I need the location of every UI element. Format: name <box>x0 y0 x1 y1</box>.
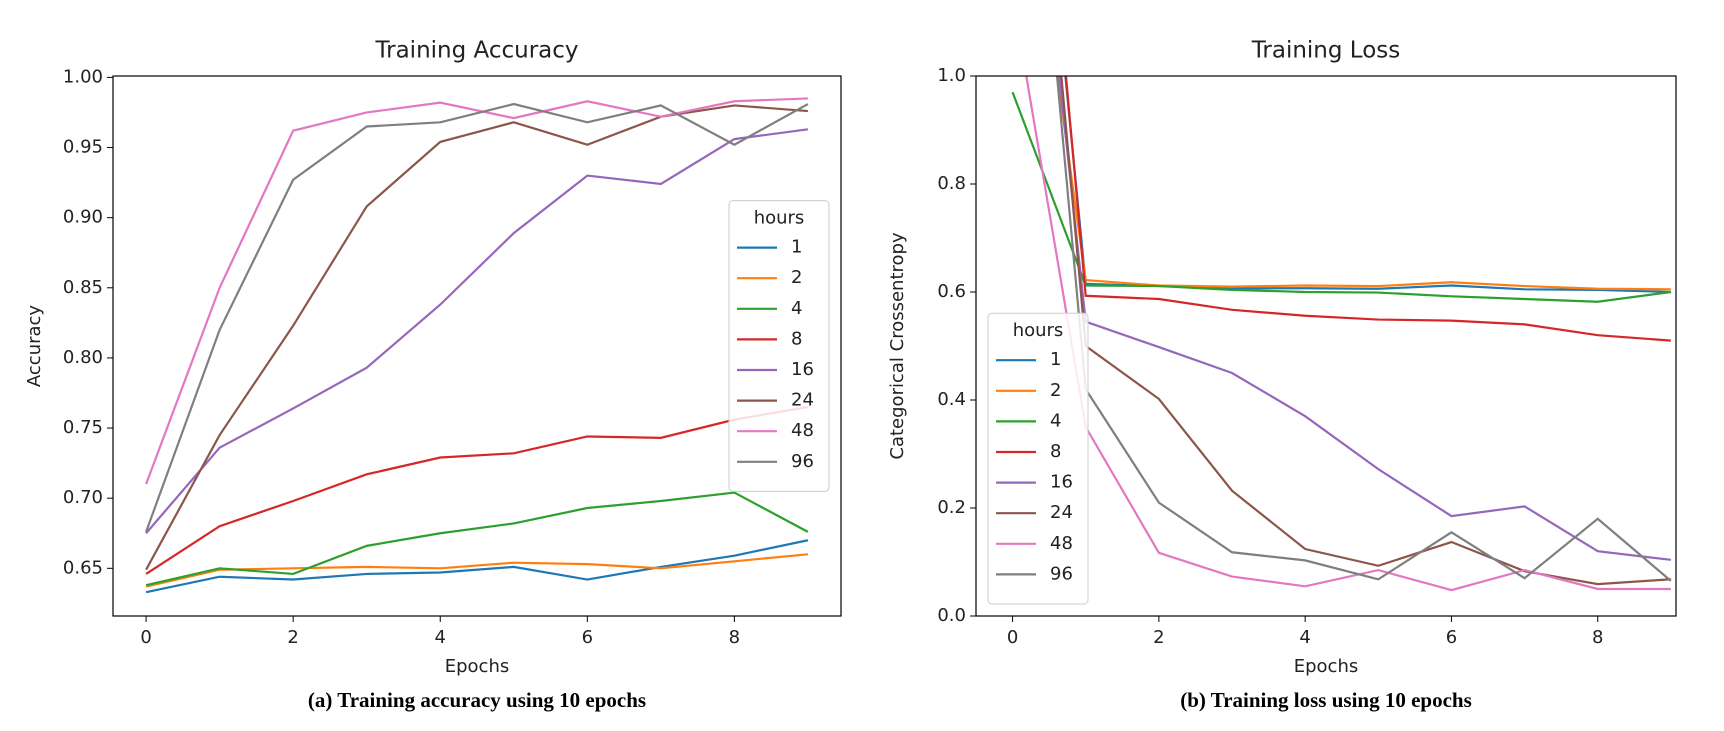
series-line <box>1011 91 1672 303</box>
series-line <box>1025 76 1671 592</box>
y-tick-label: 0.85 <box>63 277 103 298</box>
series-line <box>145 128 809 534</box>
series-line <box>1060 76 1671 586</box>
y-tick-label: 0.6 <box>937 281 966 302</box>
y-tick-label: 0.4 <box>937 389 966 410</box>
y-tick-label: 1.00 <box>63 66 103 87</box>
x-tick-label: 8 <box>729 627 740 648</box>
series-line <box>1055 76 1672 582</box>
plot-frame <box>112 75 842 617</box>
chart-title: Training Accuracy <box>374 38 578 64</box>
series-line <box>145 405 809 575</box>
x-tick-label: 0 <box>140 627 151 648</box>
y-tick-label: 0.70 <box>63 487 103 508</box>
chart-title: Training Loss <box>1251 38 1401 64</box>
plot-lines <box>145 97 809 594</box>
legend-label: 16 <box>791 359 814 380</box>
legend-title: hours <box>1013 320 1064 341</box>
y-tick-label: 0.75 <box>63 417 103 438</box>
legend-label: 4 <box>791 298 802 319</box>
legend-label: 48 <box>791 420 814 441</box>
x-tick-label: 2 <box>287 627 298 648</box>
x-tick-label: 8 <box>1592 627 1603 648</box>
series-line <box>1064 76 1671 342</box>
legend-label: 4 <box>1050 410 1061 431</box>
legend-label: 1 <box>1050 349 1061 370</box>
series-line <box>145 539 809 594</box>
legend-label: 96 <box>791 451 814 472</box>
y-tick-label: 0.0 <box>937 605 966 626</box>
y-axis-label: Categorical Crossentropy <box>887 232 908 460</box>
x-axis-label: Epochs <box>1294 656 1359 677</box>
y-tick-label: 0.80 <box>63 347 103 368</box>
x-tick-label: 0 <box>1007 627 1018 648</box>
plot-lines <box>1011 76 1672 592</box>
plot-frame <box>975 75 1677 617</box>
x-tick-label: 4 <box>1299 627 1310 648</box>
y-tick-label: 0.2 <box>937 497 966 518</box>
series-line <box>1058 76 1672 561</box>
caption: (b) Training loss using 10 epochs <box>1180 688 1472 712</box>
x-tick-label: 6 <box>1446 627 1457 648</box>
caption: (a) Training accuracy using 10 epochs <box>308 688 646 712</box>
y-tick-label: 0.95 <box>63 137 103 158</box>
x-tick-label: 2 <box>1153 627 1164 648</box>
series-line <box>145 553 809 588</box>
legend-label: 8 <box>791 328 802 349</box>
legend-label: 1 <box>791 237 802 258</box>
x-tick-label: 4 <box>435 627 446 648</box>
legend-label: 2 <box>791 267 802 288</box>
legend-box <box>728 200 830 492</box>
legend-title: hours <box>754 208 805 229</box>
legend-label: 24 <box>791 390 814 411</box>
series-line <box>145 102 809 533</box>
y-tick-label: 0.65 <box>63 557 103 578</box>
legend-label: 24 <box>1050 502 1073 523</box>
y-tick-label: 1.0 <box>937 65 966 86</box>
series-line <box>145 491 809 587</box>
legend-label: 16 <box>1050 472 1073 493</box>
legend-label: 96 <box>1050 563 1073 584</box>
legend-label: 8 <box>1050 441 1061 462</box>
legend-box <box>987 312 1089 605</box>
series-line <box>1056 76 1671 291</box>
x-axis-label: Epochs <box>445 656 510 677</box>
series-line <box>145 97 808 485</box>
series-line <box>145 104 808 571</box>
legend-label: 2 <box>1050 380 1061 401</box>
y-tick-label: 0.90 <box>63 207 103 228</box>
legend-label: 48 <box>1050 533 1073 554</box>
y-tick-label: 0.8 <box>937 173 966 194</box>
x-tick-label: 6 <box>582 627 593 648</box>
y-axis-label: Accuracy <box>24 305 45 388</box>
